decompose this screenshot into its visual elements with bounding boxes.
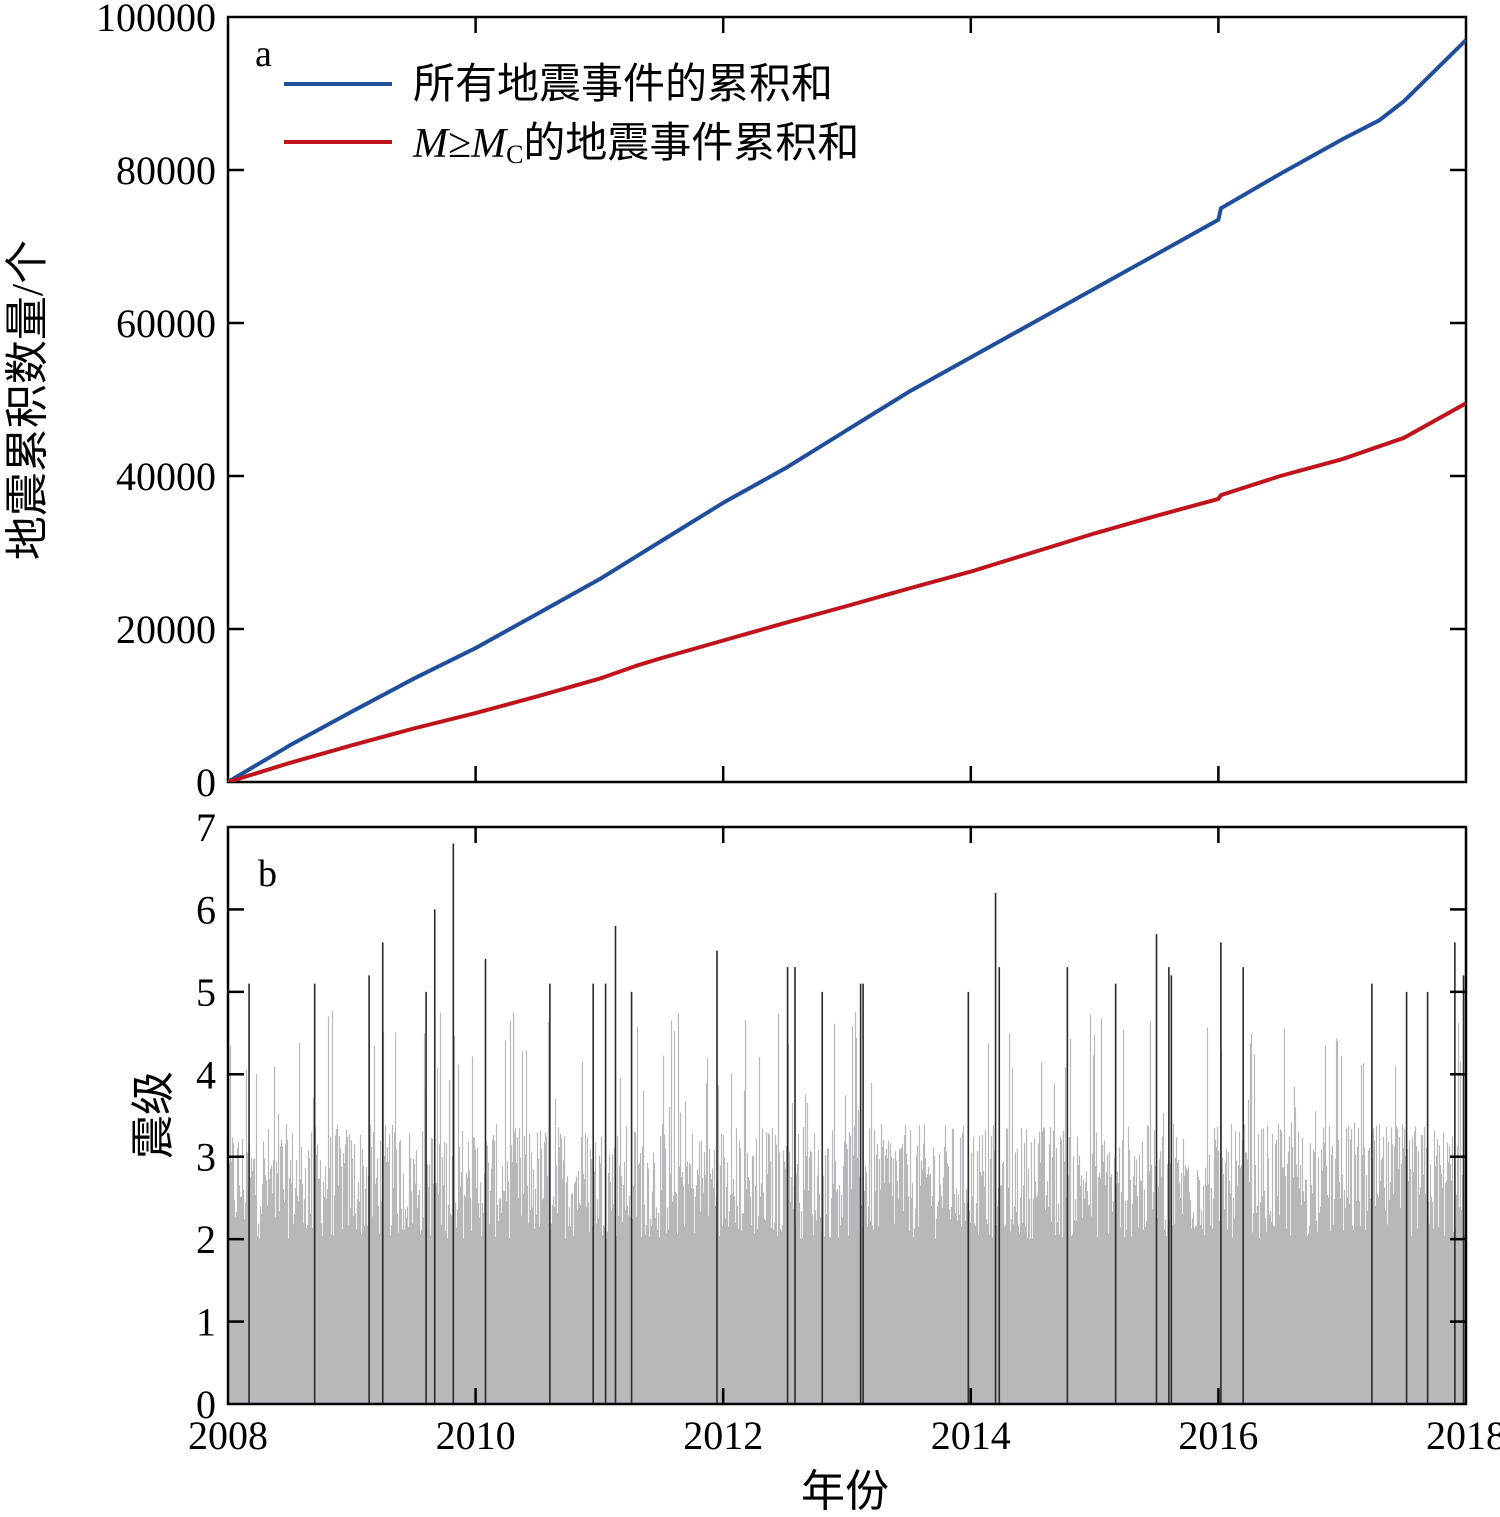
y-tick-label: 100000 (96, 0, 216, 40)
panel-b-bars-group (228, 843, 1466, 1404)
panel-b-magnitude: 2008 2010 2012 2014 2016 2018 0 1 2 3 4 5 6 7 b 震级 年… (129, 805, 1500, 1516)
y-tick-label: 0 (196, 1382, 216, 1427)
panel-a-y-axis-title: 地震累积数量/个 (3, 240, 52, 560)
y-tick-label: 0 (196, 760, 216, 805)
y-tick-label: 20000 (116, 607, 216, 652)
panel-b-y-ticks: 0 1 2 3 4 5 6 7 (196, 805, 1466, 1427)
y-tick-label: 5 (196, 970, 216, 1015)
panel-a-label: a (255, 33, 272, 75)
x-tick-label: 2008 (188, 1413, 268, 1458)
y-tick-label: 2 (196, 1217, 216, 1262)
y-tick-label: 60000 (116, 301, 216, 346)
panel-a-series-group (228, 38, 1466, 782)
y-tick-label: 7 (196, 805, 216, 850)
series-line-all-events (228, 38, 1466, 782)
y-tick-label: 40000 (116, 454, 216, 499)
x-tick-label: 2018 (1426, 1413, 1500, 1458)
panel-b-x-axis-title: 年份 (801, 1467, 889, 1516)
panel-b-x-ticks: 2008 2010 2012 2014 2016 2018 (188, 827, 1500, 1458)
y-tick-label: 1 (196, 1300, 216, 1345)
y-tick-label: 4 (196, 1052, 216, 1097)
series-line-mc-events (228, 401, 1466, 782)
panel-a-cumulative-count: 0 20000 40000 60000 80000 100000 a 所有地震事件的累积和… (3, 0, 1468, 805)
legend-label-all-events: 所有地震事件的累积和 (413, 62, 833, 108)
panel-b-label: b (258, 853, 277, 895)
x-tick-label: 2014 (931, 1413, 1011, 1458)
plot-b-frame (226, 825, 1468, 1406)
magnitude-bar-base (228, 1239, 1466, 1404)
plot-a-frame (226, 15, 1468, 784)
legend-label-mc-events: M≥MC的地震事件累积和 (412, 121, 859, 169)
panel-a-x-ticks (474, 17, 1220, 782)
panel-b-y-axis-title: 震级 (129, 1071, 178, 1159)
panel-a-y-ticks: 0 20000 40000 60000 80000 100000 (96, 0, 1466, 805)
y-tick-label: 3 (196, 1135, 216, 1180)
x-tick-label: 2016 (1178, 1413, 1258, 1458)
x-tick-label: 2012 (683, 1413, 763, 1458)
legend: 所有地震事件的累积和 M≥MC的地震事件累积和 (284, 62, 859, 169)
x-tick-label: 2010 (436, 1413, 516, 1458)
y-tick-label: 6 (196, 887, 216, 932)
y-tick-label: 80000 (116, 148, 216, 193)
